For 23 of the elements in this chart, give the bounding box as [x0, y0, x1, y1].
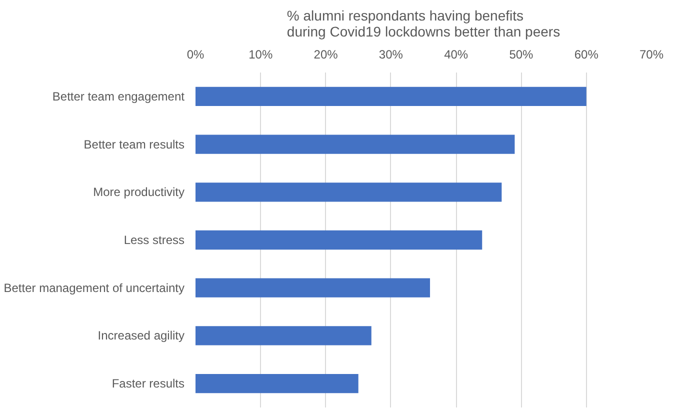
bar: [196, 326, 372, 346]
bar: [196, 86, 586, 106]
chart-title: % alumni respondants having benefits during Covid19 lockdowns better than peers: [286, 8, 560, 40]
y-tick-label: Increased agility: [98, 328, 185, 343]
x-tick-label: 10%: [248, 48, 273, 62]
bar: [196, 278, 430, 298]
x-tick-label: 30%: [378, 48, 404, 62]
y-tick-label: Less stress: [124, 233, 184, 247]
bar: [196, 182, 502, 202]
y-tick-label: Better team engagement: [52, 89, 186, 104]
bar: [196, 230, 482, 250]
y-tick-label: Better team results: [84, 137, 185, 152]
y-tick-label: Faster results: [112, 376, 184, 391]
x-tick-label: 20%: [314, 48, 338, 62]
bar: [196, 134, 515, 154]
x-tick-label: 70%: [639, 48, 664, 62]
bar: [196, 374, 358, 394]
y-tick-label: Better management of uncertainty: [4, 280, 185, 295]
y-tick-label: More productivity: [93, 185, 185, 200]
x-tick-label: 50%: [509, 48, 534, 62]
x-tick-label: 60%: [574, 48, 599, 62]
x-tick-label: 40%: [444, 48, 468, 62]
x-tick-label: 0%: [186, 48, 204, 62]
